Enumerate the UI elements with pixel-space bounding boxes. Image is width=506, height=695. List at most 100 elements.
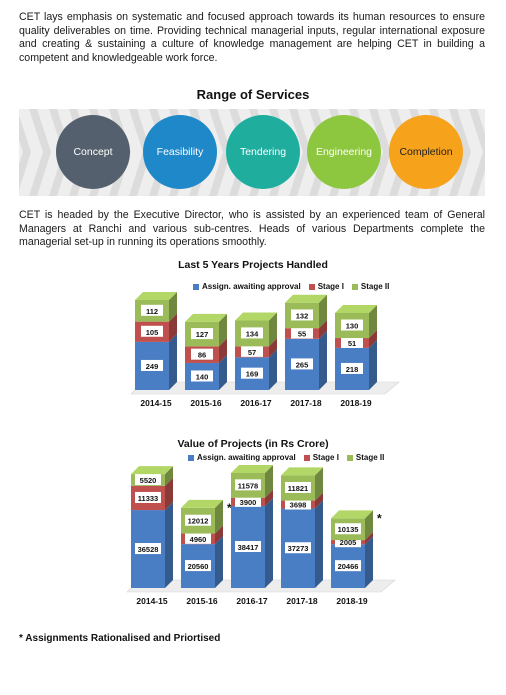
bar-side-1-2 xyxy=(269,338,277,358)
data-label-box-0-3 xyxy=(291,358,313,370)
chart2-legend: Assign. awaiting approval Stage I Stage … xyxy=(188,453,384,462)
data-label-1-2: 3900 xyxy=(240,498,257,507)
data-label-1-0: 105 xyxy=(146,328,159,337)
data-label-1-2: 57 xyxy=(248,348,256,357)
data-label-box-0-1 xyxy=(191,370,213,382)
chart2-plot: 36528 11333 5520 2014-15 20560 4960 12012 * 2015… xyxy=(126,465,396,606)
tick-label-0: 2014-15 xyxy=(136,596,167,606)
data-label-0-0: 36528 xyxy=(138,545,159,554)
marker-1: * xyxy=(227,501,232,515)
data-label-box-2-0 xyxy=(135,473,161,485)
bar-top-0 xyxy=(131,466,173,475)
bar-side-1-0 xyxy=(169,313,177,342)
data-label-box-0-2 xyxy=(241,367,263,379)
data-label-1-3: 3698 xyxy=(290,501,307,510)
tick-label-4: 2018-19 xyxy=(340,398,371,408)
data-label-box-2-3 xyxy=(291,309,313,321)
chart1-plot: 249 105 112 2014-15 140 86 127 2015-16 169 57 134 2… xyxy=(130,292,400,408)
bar-top-1 xyxy=(185,313,227,322)
data-label-2-4: 130 xyxy=(346,321,359,330)
tick-label-3: 2017-18 xyxy=(290,398,321,408)
bar-side-2-3 xyxy=(319,294,327,329)
data-label-box-0-0 xyxy=(141,359,163,371)
bar-side-1-2 xyxy=(265,489,273,507)
tick-label-2: 2016-17 xyxy=(236,596,267,606)
intro-paragraph: CET lays emphasis on systematic and focu… xyxy=(19,11,485,64)
bar-side-2-1 xyxy=(219,313,227,347)
bar-side-0-4 xyxy=(365,536,373,588)
tick-label-4: 2018-19 xyxy=(336,596,367,606)
bar-side-1-4 xyxy=(365,532,373,545)
bar-side-1-1 xyxy=(215,525,223,545)
data-label-box-2-3 xyxy=(285,481,311,493)
service-completion: Completion xyxy=(389,115,463,189)
bar-side-1-1 xyxy=(219,338,227,363)
bar-side-0-3 xyxy=(315,500,323,588)
bar-side-0-2 xyxy=(265,498,273,588)
bar-top-2 xyxy=(231,465,273,473)
bar-side-2-4 xyxy=(365,510,373,541)
bar-side-2-0 xyxy=(169,292,177,322)
bar-top-4 xyxy=(331,510,373,519)
bar-side-1-4 xyxy=(369,330,377,348)
bar-side-0-0 xyxy=(169,333,177,390)
data-label-1-4: 51 xyxy=(348,339,356,348)
bar-side-1-3 xyxy=(319,320,327,339)
data-label-box-1-4 xyxy=(341,336,363,348)
data-label-0-3: 265 xyxy=(296,360,309,369)
data-label-box-0-3 xyxy=(285,542,311,554)
bar-side-2-1 xyxy=(215,499,223,534)
data-label-2-2: 134 xyxy=(246,329,259,338)
data-label-box-1-2 xyxy=(235,495,261,507)
data-label-2-0: 5520 xyxy=(140,476,157,485)
tick-label-3: 2017-18 xyxy=(286,596,317,606)
tick-label-1: 2015-16 xyxy=(190,398,221,408)
bar-side-2-3 xyxy=(315,467,323,501)
data-label-box-0-4 xyxy=(341,362,363,374)
data-label-box-1-1 xyxy=(191,348,213,360)
services-band: Concept Feasibility Tendering Engineerin… xyxy=(19,109,485,196)
service-tendering: Tendering xyxy=(226,115,300,189)
data-label-2-3: 11821 xyxy=(288,484,308,493)
data-label-box-0-2 xyxy=(235,541,261,553)
chart2-title: Value of Projects (in Rs Crore) xyxy=(177,438,329,450)
data-label-box-2-1 xyxy=(191,328,213,340)
data-label-box-0-4 xyxy=(335,560,361,572)
data-label-box-2-2 xyxy=(235,479,261,491)
data-label-2-1: 12012 xyxy=(188,517,209,526)
bar-top-2 xyxy=(235,312,277,321)
data-label-2-3: 132 xyxy=(296,311,309,320)
data-label-0-4: 20466 xyxy=(338,562,359,571)
data-label-2-1: 127 xyxy=(196,330,209,339)
data-label-box-1-1 xyxy=(185,532,211,544)
data-label-box-1-2 xyxy=(241,345,263,357)
data-label-box-0-1 xyxy=(185,560,211,572)
bar-top-4 xyxy=(335,304,377,313)
data-label-0-1: 20560 xyxy=(188,562,209,571)
data-label-2-4: 10135 xyxy=(338,525,359,534)
data-label-box-2-2 xyxy=(241,327,263,339)
data-label-box-1-3 xyxy=(285,498,311,510)
data-label-1-4: 2005 xyxy=(340,538,357,547)
services-title: Range of Services xyxy=(196,87,310,102)
bar-top-3 xyxy=(281,467,323,476)
data-label-2-2: 11578 xyxy=(238,481,258,490)
data-label-1-1: 4960 xyxy=(190,535,207,544)
bar-side-0-4 xyxy=(369,339,377,390)
service-engineering: Engineering xyxy=(307,115,381,189)
data-label-1-0: 11333 xyxy=(138,494,158,503)
data-label-box-2-4 xyxy=(335,523,361,535)
tick-label-2: 2016-17 xyxy=(240,398,271,408)
bar-top-1 xyxy=(181,499,223,508)
chart1-title: Last 5 Years Projects Handled xyxy=(178,259,328,271)
data-label-0-0: 249 xyxy=(146,362,159,371)
tick-label-0: 2014-15 xyxy=(140,398,171,408)
data-label-0-2: 169 xyxy=(246,370,259,379)
data-label-box-2-1 xyxy=(185,514,211,526)
data-label-box-2-4 xyxy=(341,319,363,331)
bar-side-2-4 xyxy=(369,304,377,339)
bar-side-0-1 xyxy=(219,354,227,390)
data-label-1-1: 86 xyxy=(198,351,206,360)
service-feasibility: Feasibility xyxy=(143,115,217,189)
bar-side-2-2 xyxy=(269,312,277,347)
